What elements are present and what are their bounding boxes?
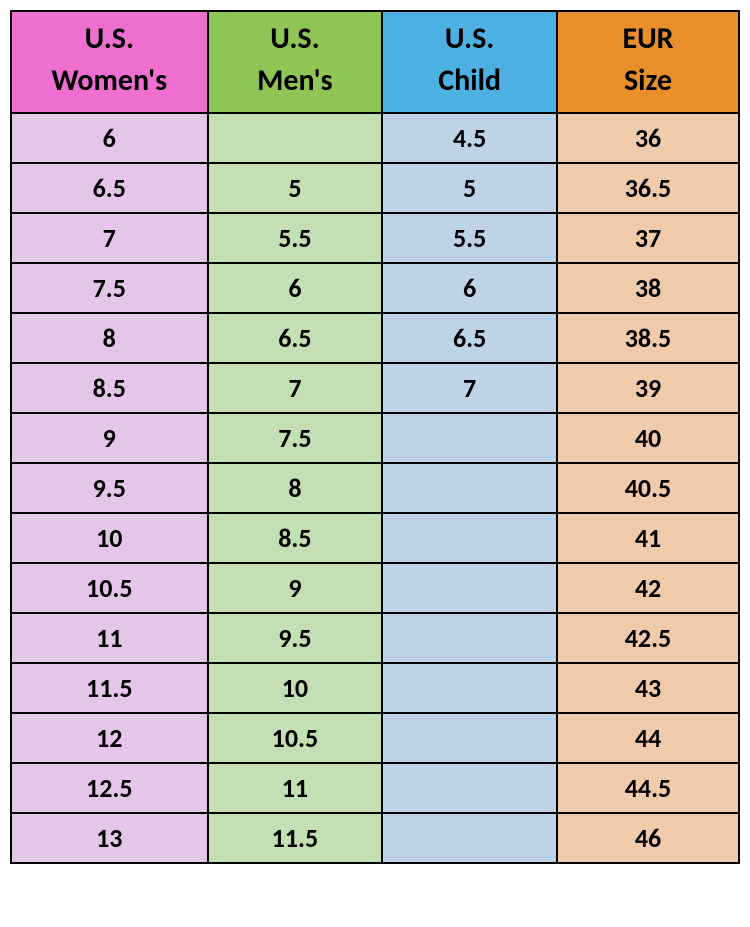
table-row: 12.511 44.5 — [11, 763, 739, 813]
table-cell: 7.5 — [208, 413, 383, 463]
table-cell: 9.5 — [11, 463, 208, 513]
table-cell: 12 — [11, 713, 208, 763]
table-cell: 10 — [208, 663, 383, 713]
table-cell: 8 — [208, 463, 383, 513]
table-cell: 46 — [557, 813, 739, 863]
table-cell: 6 — [382, 263, 557, 313]
header-text: Size — [562, 60, 734, 102]
table-row: 86.56.538.5 — [11, 313, 739, 363]
table-cell: 5.5 — [208, 213, 383, 263]
header-us-mens: U.S. Men's — [208, 11, 383, 113]
header-eur-size: EUR Size — [557, 11, 739, 113]
table-cell: 39 — [557, 363, 739, 413]
table-cell: 8 — [11, 313, 208, 363]
table-cell: 40.5 — [557, 463, 739, 513]
size-conversion-table: U.S. Women's U.S. Men's U.S. Child EUR S… — [10, 10, 740, 864]
table-row: 9.58 40.5 — [11, 463, 739, 513]
table-cell: 9.5 — [208, 613, 383, 663]
table-cell: 7 — [208, 363, 383, 413]
table-cell: 10 — [11, 513, 208, 563]
table-row: 1311.5 46 — [11, 813, 739, 863]
table-cell — [382, 613, 557, 663]
table-cell — [382, 663, 557, 713]
table-cell: 7 — [382, 363, 557, 413]
header-text: Men's — [213, 60, 378, 102]
table-cell — [382, 513, 557, 563]
table-cell: 6.5 — [11, 163, 208, 213]
table-cell: 8.5 — [11, 363, 208, 413]
table-row: 75.55.537 — [11, 213, 739, 263]
table-cell: 4.5 — [382, 113, 557, 163]
table-cell: 40 — [557, 413, 739, 463]
table-body: 64.5366.55536.575.55.5377.5663886.56.538… — [11, 113, 739, 863]
header-text: Women's — [16, 60, 203, 102]
table-row: 6.55536.5 — [11, 163, 739, 213]
table-cell: 5.5 — [382, 213, 557, 263]
table-row: 8.57739 — [11, 363, 739, 413]
header-text: Child — [387, 60, 552, 102]
table-cell — [382, 463, 557, 513]
table-cell: 44 — [557, 713, 739, 763]
table-row: 11.510 43 — [11, 663, 739, 713]
table-cell: 42 — [557, 563, 739, 613]
table-row: 97.5 40 — [11, 413, 739, 463]
table-cell: 7.5 — [11, 263, 208, 313]
table-cell: 12.5 — [11, 763, 208, 813]
table-cell: 6 — [11, 113, 208, 163]
table-cell: 36.5 — [557, 163, 739, 213]
table-row: 108.5 41 — [11, 513, 739, 563]
table-header-row: U.S. Women's U.S. Men's U.S. Child EUR S… — [11, 11, 739, 113]
table-cell: 7 — [11, 213, 208, 263]
table-cell: 5 — [382, 163, 557, 213]
table-cell — [382, 713, 557, 763]
table-cell: 11 — [11, 613, 208, 663]
table-cell: 5 — [208, 163, 383, 213]
table-cell: 6 — [208, 263, 383, 313]
table-row: 119.5 42.5 — [11, 613, 739, 663]
table-cell: 11 — [208, 763, 383, 813]
table-cell: 41 — [557, 513, 739, 563]
table-cell: 11.5 — [11, 663, 208, 713]
table-cell — [208, 113, 383, 163]
header-us-child: U.S. Child — [382, 11, 557, 113]
table-cell: 6.5 — [208, 313, 383, 363]
table-cell: 44.5 — [557, 763, 739, 813]
table-cell — [382, 563, 557, 613]
table-cell: 9 — [11, 413, 208, 463]
table-row: 6 4.536 — [11, 113, 739, 163]
table-cell: 13 — [11, 813, 208, 863]
table-cell: 37 — [557, 213, 739, 263]
table-cell: 36 — [557, 113, 739, 163]
size-conversion-table-wrap: U.S. Women's U.S. Men's U.S. Child EUR S… — [10, 10, 740, 864]
table-cell: 9 — [208, 563, 383, 613]
table-cell: 6.5 — [382, 313, 557, 363]
table-row: 1210.5 44 — [11, 713, 739, 763]
table-cell: 8.5 — [208, 513, 383, 563]
table-cell — [382, 763, 557, 813]
table-cell: 43 — [557, 663, 739, 713]
header-text: U.S. — [213, 18, 378, 60]
table-cell: 11.5 — [208, 813, 383, 863]
table-row: 7.56638 — [11, 263, 739, 313]
table-cell: 38 — [557, 263, 739, 313]
table-row: 10.59 42 — [11, 563, 739, 613]
table-cell: 42.5 — [557, 613, 739, 663]
table-cell: 10.5 — [208, 713, 383, 763]
header-text: EUR — [562, 18, 734, 60]
table-cell: 10.5 — [11, 563, 208, 613]
table-cell — [382, 813, 557, 863]
header-text: U.S. — [16, 18, 203, 60]
header-us-womens: U.S. Women's — [11, 11, 208, 113]
header-text: U.S. — [387, 18, 552, 60]
table-cell — [382, 413, 557, 463]
table-cell: 38.5 — [557, 313, 739, 363]
